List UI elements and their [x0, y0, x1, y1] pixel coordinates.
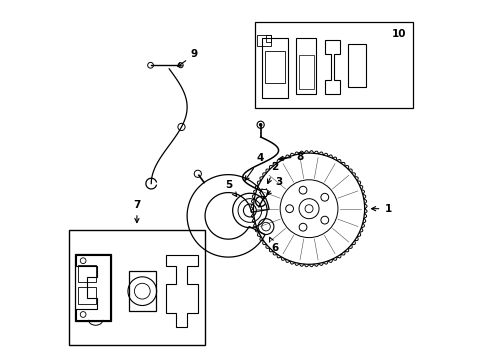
Text: 1: 1 — [371, 204, 391, 214]
Text: 7: 7 — [133, 200, 141, 222]
Text: 2: 2 — [267, 162, 278, 184]
Circle shape — [258, 123, 262, 127]
Text: 8: 8 — [279, 152, 303, 162]
Text: 10: 10 — [390, 30, 405, 39]
Text: 9: 9 — [178, 49, 198, 67]
Text: 6: 6 — [269, 237, 278, 253]
Text: 3: 3 — [266, 177, 282, 195]
Text: 5: 5 — [224, 180, 236, 197]
Text: 4: 4 — [244, 153, 264, 180]
